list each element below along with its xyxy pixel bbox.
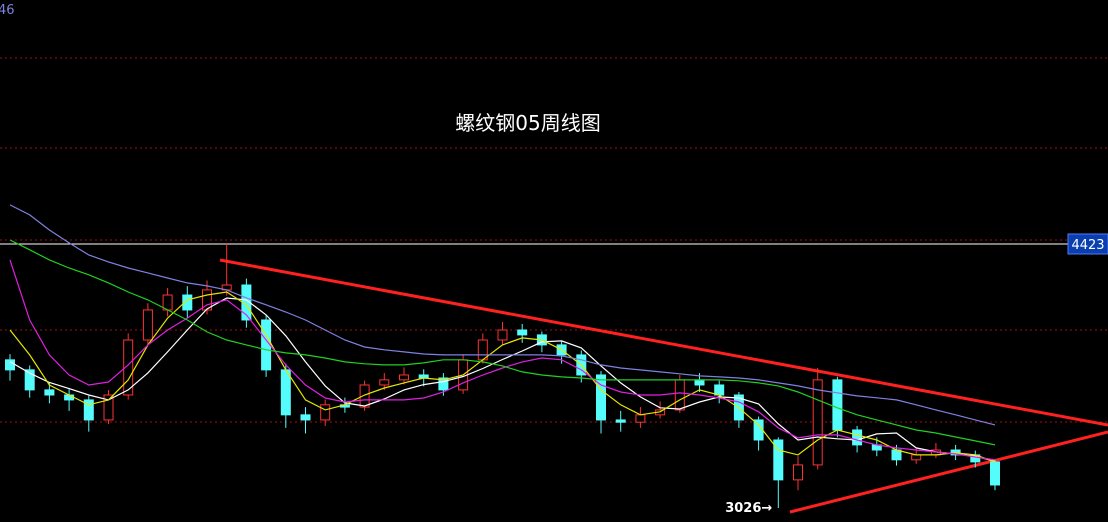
candle-body <box>359 384 370 408</box>
candle-body <box>694 379 705 386</box>
plot: 4423 3026→ <box>0 204 1108 516</box>
ma-line <box>9 259 996 461</box>
candle-body <box>83 399 94 421</box>
candle-body <box>280 369 291 416</box>
candle-body <box>517 329 528 336</box>
low-marker-label: 3026→ <box>725 501 772 516</box>
trend-line-upper <box>219 258 1108 427</box>
candle-body <box>44 389 55 396</box>
candle-body <box>990 461 1000 486</box>
candle-body <box>773 439 784 481</box>
ma-line <box>9 297 996 462</box>
candle-body <box>142 309 153 341</box>
candle-body <box>5 359 15 371</box>
candle-body <box>832 379 843 431</box>
candle-body <box>674 379 685 411</box>
candle-body <box>891 449 902 461</box>
ma-line <box>9 291 996 463</box>
candle-body <box>399 374 409 381</box>
candle-body <box>615 419 626 423</box>
candle-body <box>812 379 823 466</box>
ma-line <box>9 204 996 426</box>
candle-body <box>714 384 725 396</box>
candle-body <box>911 454 922 461</box>
chart-title: 螺纹钢05周线图 <box>455 111 600 135</box>
candle-body <box>123 339 134 396</box>
candle-body <box>64 394 75 401</box>
candle-body <box>24 369 35 391</box>
candle-body <box>793 464 803 481</box>
candle-body <box>182 294 193 311</box>
high-marker-label: 4423 <box>1071 238 1104 253</box>
candle-body <box>202 289 212 311</box>
trend-line-lower <box>789 430 1108 514</box>
candle-body <box>300 414 311 421</box>
candle-body <box>103 394 114 421</box>
candle-body <box>497 329 508 341</box>
candle-body <box>438 377 449 391</box>
candle-body <box>596 374 606 421</box>
candle-body <box>852 429 863 446</box>
high-marker-box <box>1067 233 1108 255</box>
candle-body <box>379 379 390 386</box>
corner-label: 46 <box>0 3 15 18</box>
candle-body <box>320 404 331 421</box>
candle-body <box>635 414 646 423</box>
ma-line <box>9 239 996 446</box>
